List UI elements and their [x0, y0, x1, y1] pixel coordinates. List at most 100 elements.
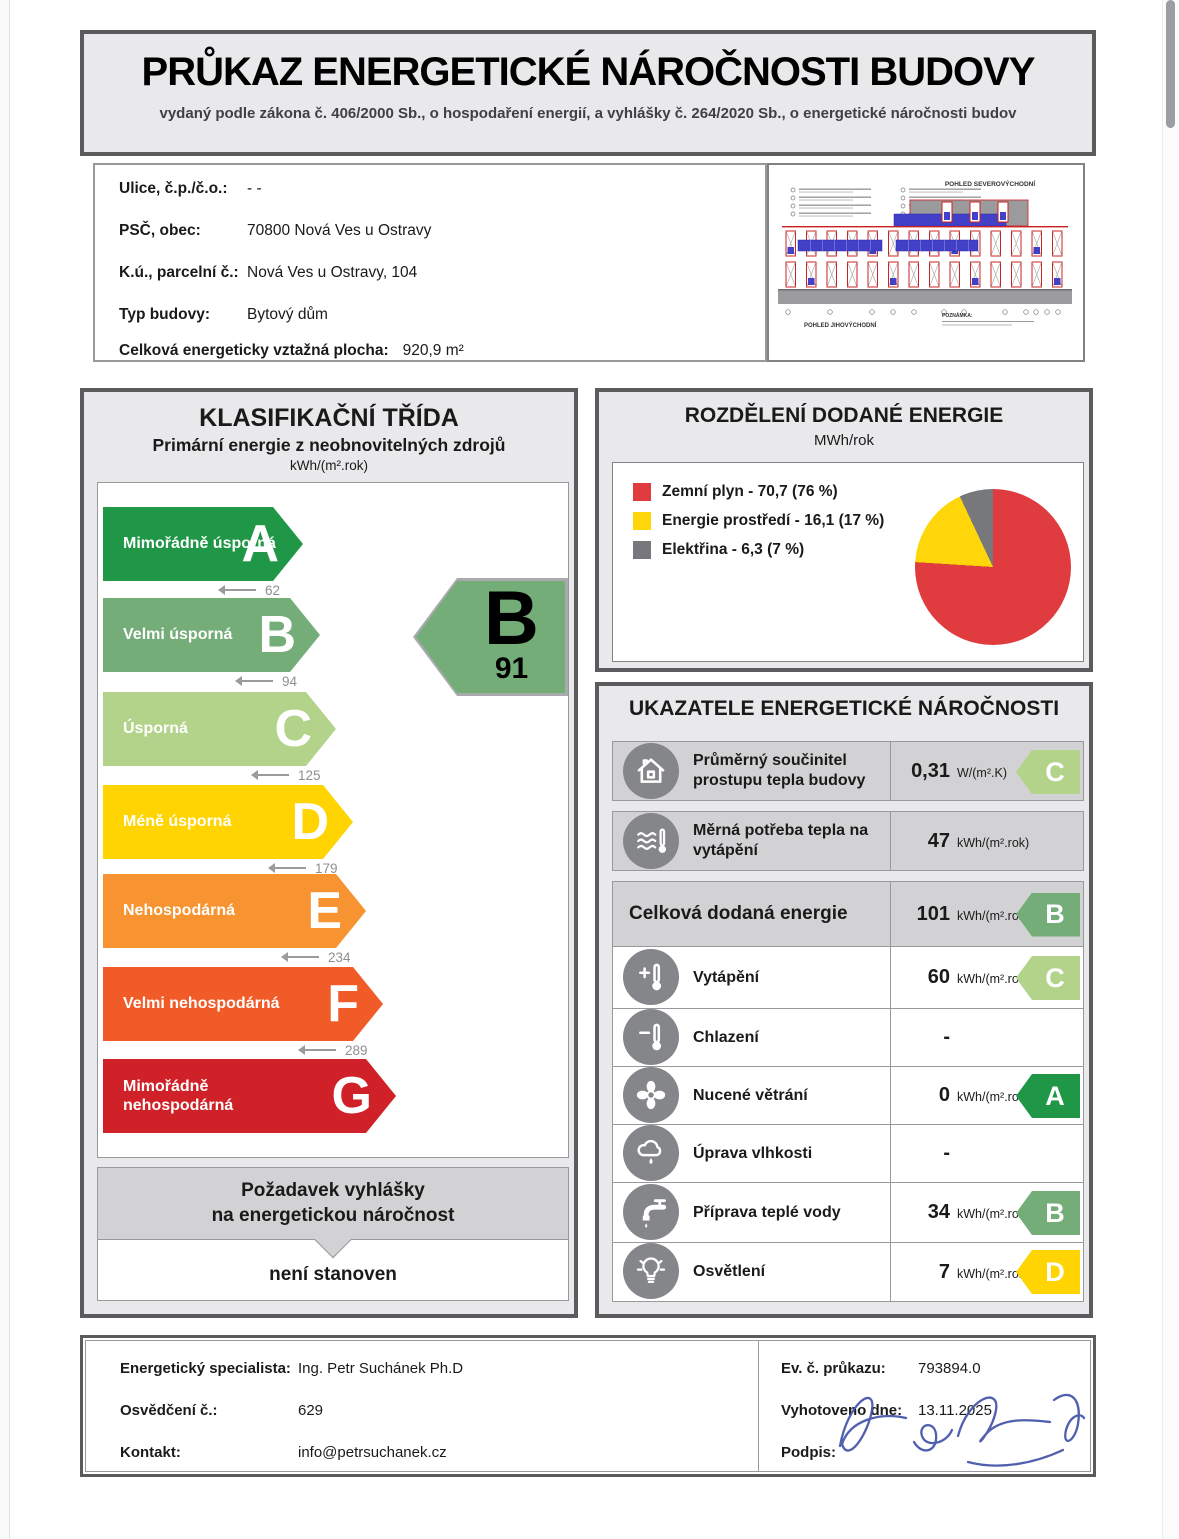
indicator-row: Nucené větrání 0 kWh/(m².rok) A	[613, 1067, 1083, 1125]
footer-value: Ing. Petr Suchánek Ph.D	[298, 1360, 464, 1377]
energy-distribution-panel: ROZDĚLENÍ DODANÉ ENERGIE MWh/rok Zemní p…	[595, 388, 1093, 672]
band-letter: B	[258, 606, 296, 664]
indicator-value-wrap: -	[895, 1125, 1081, 1182]
footer-panel: Energetický specialista: Ing. Petr Suchán…	[80, 1335, 1096, 1477]
column-divider	[890, 1009, 891, 1066]
pdf-page-edge	[0, 0, 10, 1539]
result-arrow-fill: B 91	[416, 581, 565, 693]
threshold-marker: 62	[218, 581, 280, 599]
indicators-table: Celková dodaná energie 101 kWh/(m².rok) B Vy…	[612, 881, 1084, 1302]
result-letter: B	[484, 575, 539, 661]
info-row: Celková energeticky vztažná plocha: 920,9…	[119, 341, 464, 361]
indicators-panel: UKAZATELE ENERGETICKÉ NÁROČNOSTI Celková…	[595, 682, 1093, 1318]
indicator-value: 60	[927, 966, 950, 988]
column-divider	[890, 947, 891, 1008]
distribution-chart-box: Zemní plyn - 70,7 (76 %) Energie prostřed…	[612, 462, 1084, 662]
indicator-label: Osvětlení	[693, 1263, 766, 1280]
threshold-arrow-icon	[251, 770, 289, 780]
page-subtitle: vydaný podle zákona č. 406/2000 Sb., o h…	[159, 105, 1017, 122]
threshold-marker: 289	[298, 1041, 368, 1059]
info-value: 920,9 m²	[402, 342, 464, 359]
indicator-row: Měrná potřeba tepla na vytápění 47 kWh/(m²…	[612, 811, 1084, 871]
requirement-box: Požadavek vyhlášky na energetickou nároč…	[97, 1167, 569, 1301]
info-label: Typ budovy:	[119, 306, 210, 323]
band-label: Mimořádně úsporná	[123, 535, 276, 553]
info-label: Ulice, č.p./č.o.:	[119, 180, 228, 197]
requirement-title-line1: Požadavek vyhlášky	[241, 1180, 425, 1201]
legend-item: Elektřina - 6,3 (7 %)	[633, 541, 884, 559]
info-label: PSČ, obec:	[119, 222, 201, 239]
svg-text:POHLED JIHOVÝCHODNÍ: POHLED JIHOVÝCHODNÍ	[804, 321, 877, 329]
band-label: Mimořádně nehospodárná	[123, 1077, 234, 1114]
info-label: K.ú., parcelní č.:	[119, 264, 239, 281]
classification-title: KLASIFIKAČNÍ TŘÍDA	[199, 404, 459, 432]
legend-label: Zemní plyn - 70,7 (76 %)	[662, 483, 838, 500]
requirement-title: Požadavek vyhlášky na energetickou nároč…	[98, 1168, 568, 1240]
legend-swatch	[633, 541, 651, 559]
thermometer-plus-icon	[623, 949, 679, 1005]
class-badge-letter: B	[1045, 899, 1065, 929]
info-row: K.ú., parcelní č.: Nová Ves u Ostravy, 10…	[119, 263, 417, 283]
band-label: Velmi úsporná	[123, 626, 233, 644]
column-divider	[890, 1125, 891, 1182]
class-band-e: Nehospodárná E	[103, 874, 366, 948]
column-divider	[890, 882, 891, 946]
threshold-value: 94	[282, 673, 298, 689]
info-value: Nová Ves u Ostravy, 104	[247, 264, 418, 281]
class-band-d: Méně úsporná D	[103, 785, 353, 859]
indicator-label: Celková dodaná energie	[629, 903, 848, 925]
indicator-row: Příprava teplé vody 34 kWh/(m².rok) B	[613, 1183, 1083, 1243]
indicator-value: 47	[927, 829, 950, 852]
fan-icon	[623, 1067, 679, 1123]
legend-label: Energie prostředí - 16,1 (17 %)	[662, 512, 885, 529]
classification-unit: kWh/(m².rok)	[290, 458, 368, 473]
column-divider	[890, 1243, 891, 1301]
indicator-label: Příprava teplé vody	[693, 1203, 841, 1221]
class-badge-letter: C	[1045, 756, 1065, 787]
indicator-label: Měrná potřeba tepla na vytápění	[693, 822, 869, 859]
cloud-drop-icon	[623, 1125, 679, 1181]
footer-label: Kontakt:	[120, 1444, 181, 1461]
class-badge-letter: B	[1045, 1197, 1065, 1228]
threshold-arrow-icon	[268, 863, 306, 873]
legend-swatch	[633, 483, 651, 501]
scrollbar[interactable]	[1162, 0, 1179, 1539]
classification-subtitle: Primární energie z neobnovitelných zdroj…	[152, 435, 506, 455]
classification-scale: B 91 Mimořádně úsporná A 62 Velmi úsporná B 9…	[97, 482, 569, 1158]
band-letter: A	[241, 515, 279, 573]
building-drawing-panel: POHLED SEVEROVÝCHODNÍ POHLED JIHOVÝCHODNÍ…	[767, 163, 1085, 362]
class-badge-letter: A	[1045, 1080, 1065, 1111]
indicator-value: -	[943, 1026, 950, 1048]
threshold-value: 234	[328, 949, 351, 965]
column-divider	[890, 1067, 891, 1124]
band-letter: E	[307, 882, 342, 940]
band-letter: D	[291, 793, 329, 851]
band-letter: G	[331, 1067, 372, 1125]
indicator-label: Průměrný součinitel prostupu tepla budov…	[693, 752, 866, 789]
signature	[838, 1393, 1086, 1467]
column-divider	[890, 1183, 891, 1242]
indicator-unit: kWh/(m².rok)	[957, 1090, 1030, 1104]
indicator-value-wrap: 101 kWh/(m².rok)	[895, 882, 1081, 946]
thermometer-minus-icon	[623, 1009, 679, 1065]
indicator-row: Osvětlení 7 kWh/(m².rok) D	[613, 1243, 1083, 1301]
info-row: Ulice, č.p./č.o.: - -	[119, 179, 262, 199]
indicator-value-wrap: 0,31 W/(m².K)	[895, 742, 1081, 800]
scrollbar-thumb[interactable]	[1166, 0, 1175, 128]
column-divider	[890, 742, 891, 800]
footer-label: Osvědčení č.:	[120, 1402, 218, 1419]
legend-swatch	[633, 512, 651, 530]
class-band-b: Velmi úsporná B	[103, 598, 320, 672]
indicator-row: Chlazení -	[613, 1009, 1083, 1067]
class-badge-letter: C	[1045, 962, 1065, 993]
page-title: PRŮKAZ ENERGETICKÉ NÁROČNOSTI BUDOVY	[141, 50, 1036, 94]
distribution-title: ROZDĚLENÍ DODANÉ ENERGIE	[684, 404, 1004, 427]
band-label: Úsporná	[123, 720, 188, 738]
band-label: Méně úsporná	[123, 813, 232, 831]
legend-label: Elektřina - 6,3 (7 %)	[662, 541, 805, 558]
indicator-row: Vytápění 60 kWh/(m².rok) C	[613, 947, 1083, 1009]
svg-text:POZNÁMKA:: POZNÁMKA:	[942, 312, 973, 319]
threshold-arrow-icon	[281, 952, 319, 962]
footer-divider	[758, 1341, 759, 1471]
